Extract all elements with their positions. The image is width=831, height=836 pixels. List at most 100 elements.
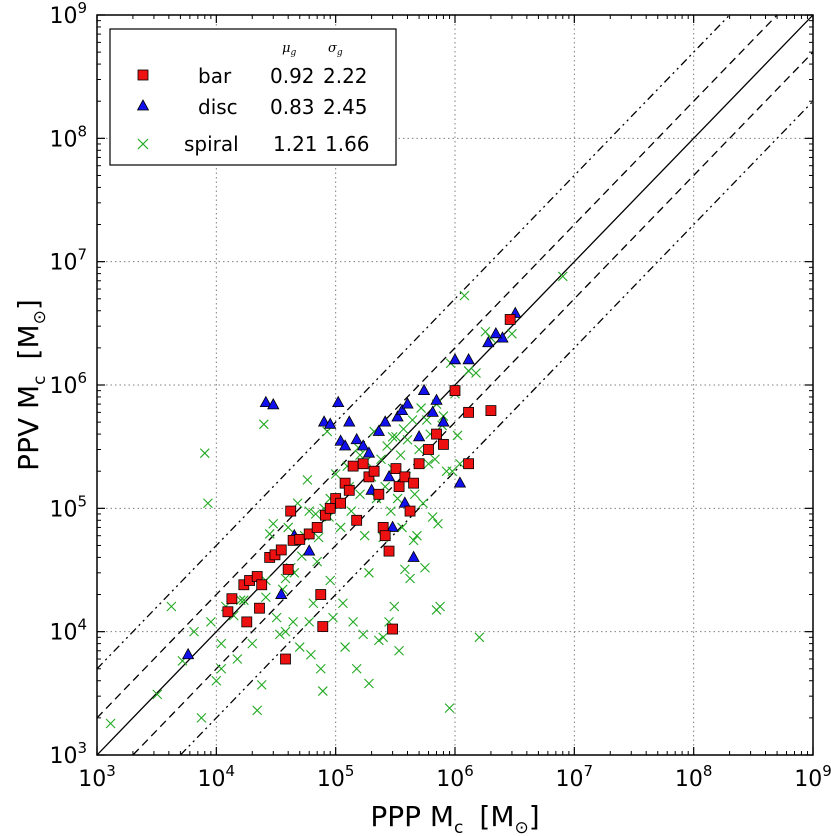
point-bar [303,528,315,540]
x-axis-label-main: PPP M [370,800,454,833]
point-spiral [459,290,470,301]
point-spiral [294,642,305,652]
legend-disc-marker [136,99,150,111]
reference-line-factor-2-lower [132,51,813,755]
point-bar [387,623,399,635]
point-spiral [455,458,465,469]
point-bar [280,653,291,665]
point-bar [504,314,516,325]
point-spiral [205,617,216,627]
point-bar [368,465,380,477]
point-bar [463,406,474,418]
point-spiral [280,573,291,584]
point-bar [256,579,268,591]
legend-box [109,28,397,166]
y-axis-unit-symbol: ⊙ [30,310,50,324]
point-spiral [359,530,370,541]
point-disc [407,550,420,562]
point-spiral [412,530,422,541]
point-disc [379,415,392,427]
point-spiral [392,493,403,504]
point-disc [181,647,195,660]
point-spiral [247,638,258,649]
point-spiral [346,506,357,516]
point-disc [303,544,316,556]
x-tick-label: 104 [198,762,236,792]
point-spiral [189,626,199,637]
point-spiral [423,458,434,469]
point-spiral [399,564,410,575]
data-points [105,271,568,729]
point-bar [315,589,327,600]
point-spiral [397,522,407,533]
point-spiral [385,506,396,516]
point-disc [448,352,462,365]
point-spiral [405,573,415,584]
point-bar [408,477,420,489]
point-spiral [325,575,336,586]
point-spiral [306,649,316,660]
point-disc [259,395,273,407]
point-spiral [199,448,210,459]
point-disc [338,439,352,451]
point-spiral [394,645,404,656]
point-disc [372,424,386,436]
legend-bar-mu: 0.92 [270,64,315,88]
point-spiral [338,598,348,609]
point-bar [485,405,497,417]
point-spiral [358,629,369,640]
point-disc [382,470,396,482]
y-tick-label: 104 [49,616,87,646]
point-spiral [280,626,291,637]
point-spiral [557,271,568,282]
point-spiral [203,498,213,509]
legend-spiral-label: spiral [184,132,239,156]
point-spiral [260,592,271,603]
point-bar [335,497,347,509]
point-spiral [304,506,315,516]
point-spiral [335,522,346,533]
y-axis-label-unit: [M [12,324,45,359]
point-spiral [288,617,299,627]
legend-spiral-mu: 1.21 [273,132,318,156]
point-spiral [216,638,227,649]
point-bar [438,438,449,450]
point-spiral [382,441,393,451]
point-disc [430,393,443,405]
point-spiral [313,532,324,543]
point-spiral [433,518,443,529]
point-bar [347,460,359,472]
point-spiral [166,601,177,612]
point-bar [317,621,329,632]
point-spiral [355,489,365,500]
point-spiral [105,718,116,729]
point-spiral [355,450,365,461]
point-disc [462,352,475,365]
point-spiral [395,450,406,461]
point-spiral [328,612,338,623]
svg-text:PPP Mc[M⊙]: PPP Mc [M⊙] [370,800,539,836]
point-disc [412,429,426,442]
legend-header-sigma: σg [328,41,343,58]
point-bar [294,533,306,545]
point-spiral [507,328,517,339]
x-tick-label: 103 [78,762,116,792]
point-bar [275,544,287,556]
point-spiral [416,403,426,413]
point-disc [391,410,404,422]
svg-text:PPV Mc[M⊙]: PPV Mc [M⊙] [12,299,50,471]
x-tick-label: 109 [794,762,831,792]
legend-disc-mu: 0.83 [270,95,315,119]
legend-disc-sigma: 2.45 [323,95,368,119]
point-spiral [389,601,400,612]
point-spiral [302,475,313,485]
x-axis-unit-symbol: ⊙ [514,818,528,836]
y-tick-label: 106 [49,369,87,399]
point-bar [399,471,411,483]
point-spiral [421,415,432,425]
x-tick-label: 105 [317,762,355,792]
point-bar [393,481,405,493]
point-spiral [447,466,458,477]
point-bar [282,563,294,575]
